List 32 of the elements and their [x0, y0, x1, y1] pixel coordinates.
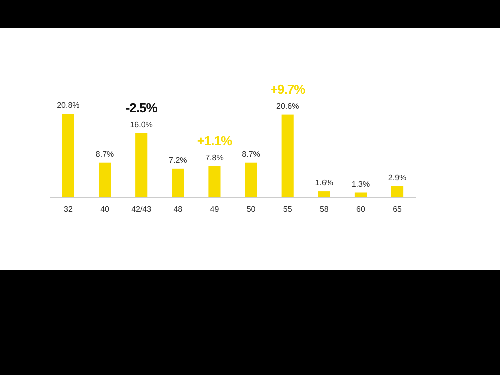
x-tick-label: 60: [356, 205, 366, 214]
bar: [392, 186, 404, 198]
x-tick-label: 50: [246, 205, 256, 214]
x-tick-label: 55: [283, 205, 293, 214]
annotation: +1.1%: [197, 134, 234, 148]
bar: [282, 114, 294, 198]
x-tick-label: 48: [174, 205, 184, 214]
annotation: -2.5%: [126, 100, 158, 116]
bar: [136, 133, 148, 198]
annotation: +9.7%: [270, 82, 306, 97]
data-label: 20.8%: [57, 101, 80, 110]
bar: [318, 192, 330, 198]
x-tick-label: 42/43: [132, 205, 152, 214]
bar: [98, 162, 112, 198]
bar: [208, 166, 221, 198]
data-label: 2.9%: [388, 173, 407, 182]
bar: [172, 168, 184, 198]
data-label: 8.7%: [96, 150, 114, 159]
data-label: 7.2%: [169, 156, 188, 165]
data-label: 16.0%: [130, 120, 153, 130]
data-label: 1.3%: [352, 180, 370, 189]
x-tick-label: 32: [64, 205, 74, 214]
x-tick-label: 58: [320, 205, 330, 214]
x-tick-label: 40: [100, 205, 110, 214]
bar: [62, 114, 74, 198]
x-tick-label: 49: [210, 205, 220, 214]
data-label: 20.6%: [276, 102, 300, 111]
data-label: 7.8%: [206, 154, 224, 162]
data-label: 1.6%: [315, 178, 334, 188]
x-tick-label: 65: [393, 205, 403, 214]
bar: [245, 162, 258, 198]
data-label: 8.7%: [242, 150, 260, 159]
